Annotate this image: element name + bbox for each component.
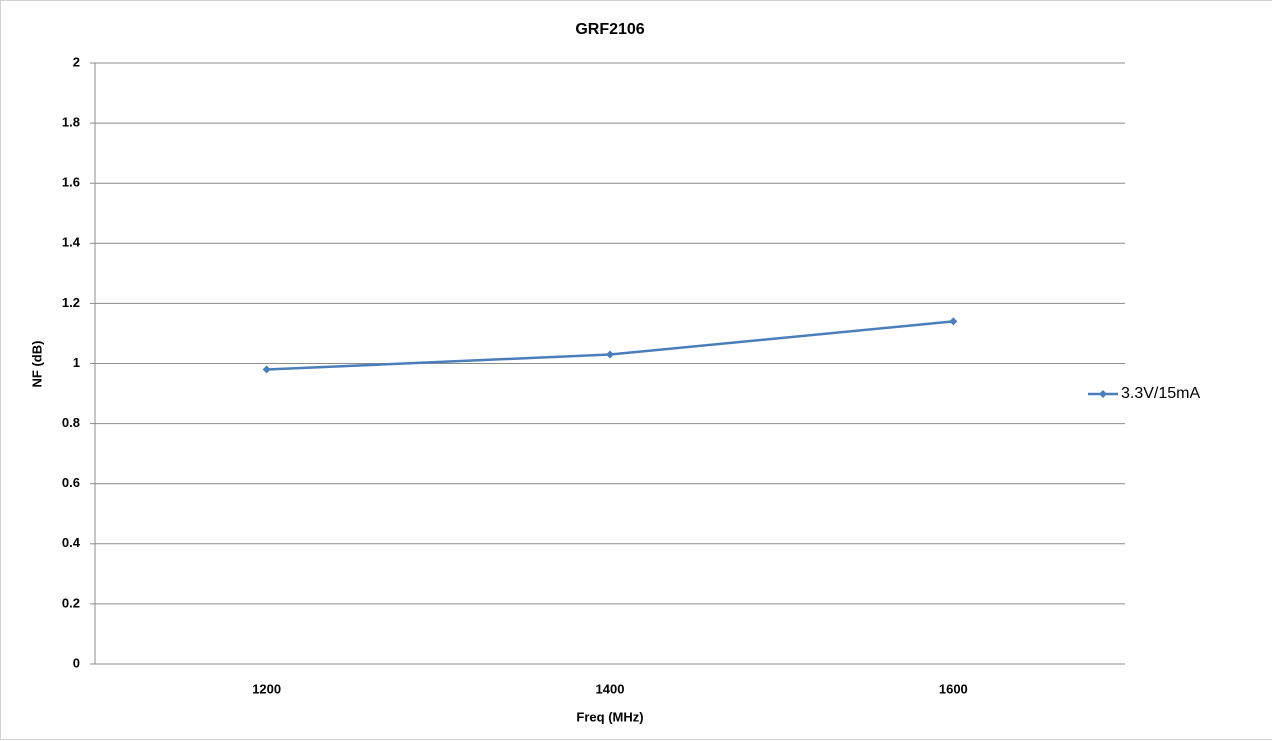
y-tick-label: 1.8 <box>62 115 80 130</box>
x-axis-label: Freq (MHz) <box>576 709 643 724</box>
data-point <box>262 365 271 374</box>
y-tick-label: 1.4 <box>62 235 81 250</box>
y-tick-label: 1.2 <box>62 295 80 310</box>
y-tick-label: 1 <box>73 355 80 370</box>
y-tick-label: 1.6 <box>62 175 80 190</box>
y-tick-label: 0.8 <box>62 415 80 430</box>
data-point <box>606 350 614 359</box>
y-tick-label: 0.4 <box>62 535 81 550</box>
x-tick-label: 1200 <box>252 681 281 696</box>
y-axis-label: NF (dB) <box>29 341 44 388</box>
x-tick-label: 1400 <box>596 681 625 696</box>
y-tick-label: 2 <box>73 54 80 69</box>
legend-label: 3.3V/15mA <box>1121 385 1200 402</box>
y-tick-label: 0.2 <box>62 595 80 610</box>
y-tick-label: 0 <box>73 655 80 670</box>
y-tick-label: 0.6 <box>62 475 80 490</box>
data-point <box>949 317 958 326</box>
legend-marker <box>1099 390 1107 398</box>
x-tick-label: 1600 <box>939 681 968 696</box>
chart-title: GRF2106 <box>575 21 644 38</box>
